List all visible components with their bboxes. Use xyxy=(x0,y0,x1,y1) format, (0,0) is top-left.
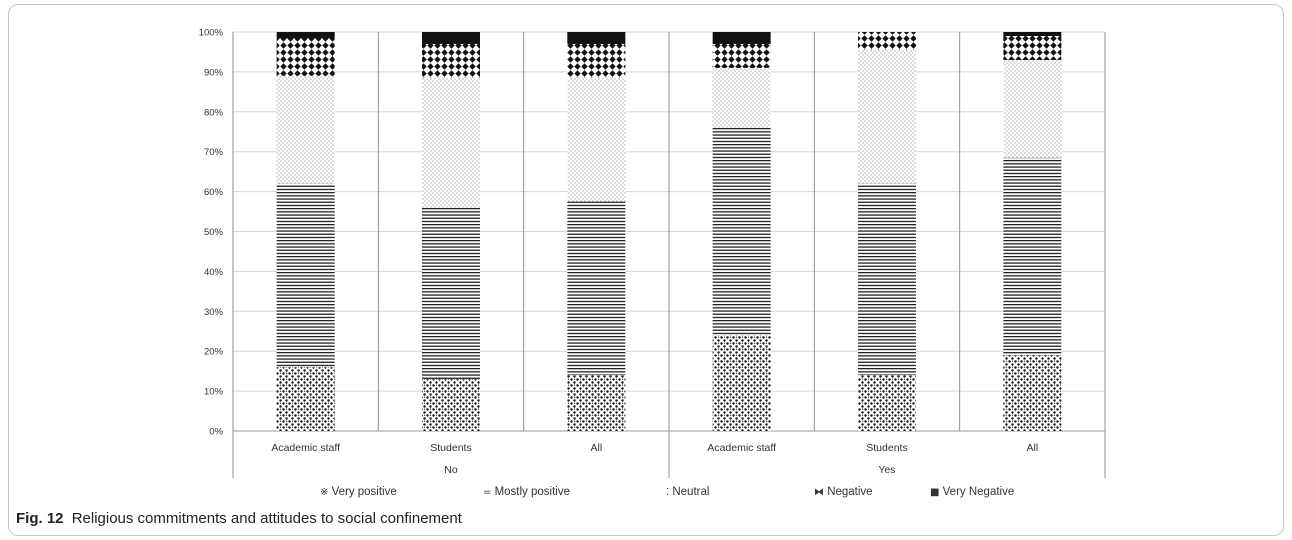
y-tick-label: 30% xyxy=(204,307,224,318)
figure-caption: Fig. 12 Religious commitments and attitu… xyxy=(16,510,462,527)
bar-segment-very-positive xyxy=(858,375,916,431)
bar-segment-negative xyxy=(276,37,335,76)
bar-segment-neutral xyxy=(567,77,626,202)
bar-segment-mostly-positive xyxy=(276,183,335,368)
y-tick-label: 90% xyxy=(204,67,224,78)
legend-symbol: ⁚ xyxy=(666,487,672,498)
legend-symbol: ※ xyxy=(320,487,332,498)
bar-segment-mostly-positive xyxy=(567,201,626,376)
group-label: Yes xyxy=(878,464,895,476)
x-axis-labels: Academic staff Students All Academic staff S… xyxy=(271,442,1038,476)
legend: ※ Very positive = Mostly positive ⁚ Neutra… xyxy=(320,486,1014,498)
bar-segment-very-negative xyxy=(567,32,626,44)
y-tick-label: 100% xyxy=(199,28,224,39)
bar-segment-very-negative xyxy=(422,32,480,44)
legend-symbol: = xyxy=(483,487,495,498)
legend-symbol: ⧓ xyxy=(814,487,827,498)
legend-entry-mostly-positive: = Mostly positive xyxy=(483,486,570,498)
bar-segment-neutral xyxy=(1003,59,1062,158)
legend-label: Mostly positive xyxy=(495,486,570,498)
legend-entry-neutral: ⁚ Neutral xyxy=(666,486,709,498)
legend-entry-very-negative: ■ Very Negative xyxy=(930,486,1014,498)
legend-entry-negative: ⧓ Negative xyxy=(814,486,873,498)
y-tick-label: 80% xyxy=(204,107,224,118)
bar-segment-mostly-positive xyxy=(422,207,480,380)
figure-caption-text: Religious commitments and attitudes to s… xyxy=(71,510,462,527)
bar-segment-negative xyxy=(1003,35,1062,60)
bar-segment-very-positive xyxy=(712,335,771,431)
y-tick-label: 20% xyxy=(204,347,224,358)
y-tick-label: 60% xyxy=(204,187,224,198)
bar-segment-neutral xyxy=(858,49,916,184)
bar-segment-neutral xyxy=(712,67,771,128)
figure-label: Fig. 12 xyxy=(16,510,64,527)
legend-label: Neutral xyxy=(672,486,709,498)
bar-segment-negative xyxy=(858,32,916,50)
bar-segment-neutral xyxy=(422,77,480,208)
stacked-bar-chart: 0% 10% 20% 30% 40% 50% 60% 70% 80% 90% 100% Academ… xyxy=(199,28,1106,498)
bar-segment-very-negative xyxy=(712,32,771,44)
bar-segment-very-positive xyxy=(422,379,480,431)
bar-segment-mostly-positive xyxy=(1003,157,1062,356)
x-tick-label: All xyxy=(590,442,602,454)
y-tick-label: 40% xyxy=(204,267,224,278)
y-tick-label: 0% xyxy=(209,427,223,438)
legend-entry-very-positive: ※ Very positive xyxy=(320,486,397,498)
legend-label: Very positive xyxy=(332,486,397,498)
y-tick-label: 50% xyxy=(204,227,224,238)
y-tick-label: 10% xyxy=(204,387,224,398)
bar-segment-very-negative xyxy=(1003,32,1062,36)
bar-segment-negative xyxy=(567,43,626,78)
group-dividers xyxy=(232,32,1106,478)
bar-segment-negative xyxy=(712,43,771,68)
x-tick-label: Students xyxy=(866,442,907,454)
x-tick-label: All xyxy=(1026,442,1038,454)
x-tick-label: Academic staff xyxy=(707,442,776,454)
figure-frame xyxy=(8,4,1284,536)
x-tick-label: Academic staff xyxy=(271,442,340,454)
bar-segment-negative xyxy=(422,43,480,78)
bar-segment-mostly-positive xyxy=(712,127,771,336)
bar-segment-very-positive xyxy=(1003,355,1062,431)
bars xyxy=(276,32,1062,431)
legend-label: Very Negative xyxy=(943,486,1015,498)
bar-segment-very-positive xyxy=(276,367,335,431)
legend-label: Negative xyxy=(827,486,872,498)
bar-segment-mostly-positive xyxy=(858,183,916,376)
group-label: No xyxy=(444,464,458,476)
y-tick-label: 70% xyxy=(204,147,224,158)
legend-symbol: ■ xyxy=(930,487,943,498)
bar-segment-neutral xyxy=(276,75,335,184)
bar-segment-very-positive xyxy=(567,375,626,431)
y-axis-ticks: 0% 10% 20% 30% 40% 50% 60% 70% 80% 90% 100% xyxy=(199,28,224,438)
x-tick-label: Students xyxy=(430,442,471,454)
bar-segment-very-negative xyxy=(276,32,335,38)
